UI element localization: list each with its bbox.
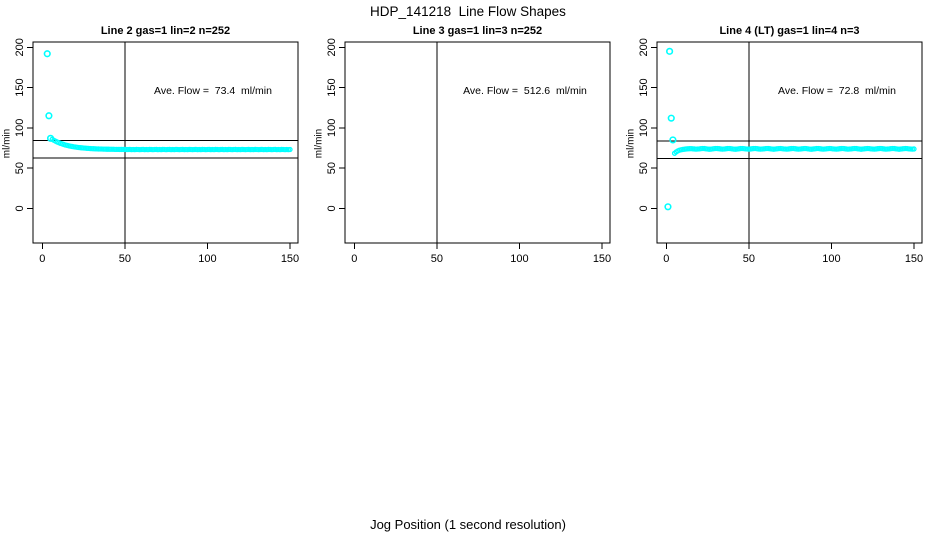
data-point (911, 146, 917, 152)
data-point-outlier (45, 112, 53, 120)
data-point-outlier (666, 47, 674, 55)
ave-flow-annotation-line3: Ave. Flow = 512.6 ml/min (463, 85, 587, 97)
y-tick-label: 0 (326, 205, 338, 211)
y-tick-label: 150 (326, 78, 338, 96)
panel-title-line4: Line 4 (LT) gas=1 lin=4 n=3 (719, 25, 860, 37)
panel-title-line2: Line 2 gas=1 lin=2 n=252 (100, 25, 231, 37)
y-axis-label-line4: ml/min (625, 128, 637, 159)
y-tick-label: 50 (326, 162, 338, 174)
y-axis-label-line3: ml/min (313, 128, 325, 159)
y-tick-label: 50 (14, 162, 26, 174)
x-tick-label: 150 (281, 253, 299, 265)
y-tick-label: 200 (14, 38, 26, 56)
page-title: HDP_141218 Line Flow Shapes (370, 4, 566, 19)
data-point-outlier (664, 203, 672, 211)
data-point-outlier (669, 136, 677, 144)
x-tick-label: 100 (198, 253, 216, 265)
y-tick-label: 100 (14, 119, 26, 137)
y-tick-label: 50 (638, 162, 650, 174)
x-tick-label: 0 (663, 253, 669, 265)
data-point-outlier (46, 134, 55, 142)
ave-flow-annotation-line2: Ave. Flow = 73.4 ml/min (154, 85, 272, 97)
y-axis-label-line2: ml/min (1, 128, 13, 159)
panel-box (344, 41, 611, 244)
panel-box (656, 41, 923, 244)
y-tick-label: 200 (326, 38, 338, 56)
panel-box (32, 41, 299, 244)
x-tick-label: 100 (822, 253, 840, 265)
data-point-outlier (43, 50, 51, 58)
x-axis-label: Jog Position (1 second resolution) (370, 517, 566, 532)
x-tick-label: 50 (743, 253, 755, 265)
data-point-outlier (667, 114, 675, 122)
y-tick-label: 0 (14, 205, 26, 211)
ave-flow-annotation-line4: Ave. Flow = 72.8 ml/min (778, 85, 896, 97)
x-tick-label: 50 (119, 253, 131, 265)
y-tick-label: 150 (14, 78, 26, 96)
y-tick-label: 200 (638, 38, 650, 56)
x-tick-label: 100 (510, 253, 528, 265)
panel-title-line3: Line 3 gas=1 lin=3 n=252 (412, 25, 543, 37)
y-tick-label: 150 (638, 78, 650, 96)
x-tick-label: 0 (39, 253, 45, 265)
y-tick-label: 100 (326, 119, 338, 137)
x-tick-label: 0 (351, 253, 357, 265)
y-tick-label: 100 (638, 119, 650, 137)
x-tick-label: 150 (905, 253, 923, 265)
x-tick-label: 50 (431, 253, 443, 265)
data-point (287, 146, 293, 153)
y-tick-label: 0 (638, 205, 650, 211)
plots-svg: 0 50 100 150 0 50 100 150 200 0 50 100 150 0 50 100 150 2… (14, 38, 923, 265)
x-tick-label: 150 (593, 253, 611, 265)
